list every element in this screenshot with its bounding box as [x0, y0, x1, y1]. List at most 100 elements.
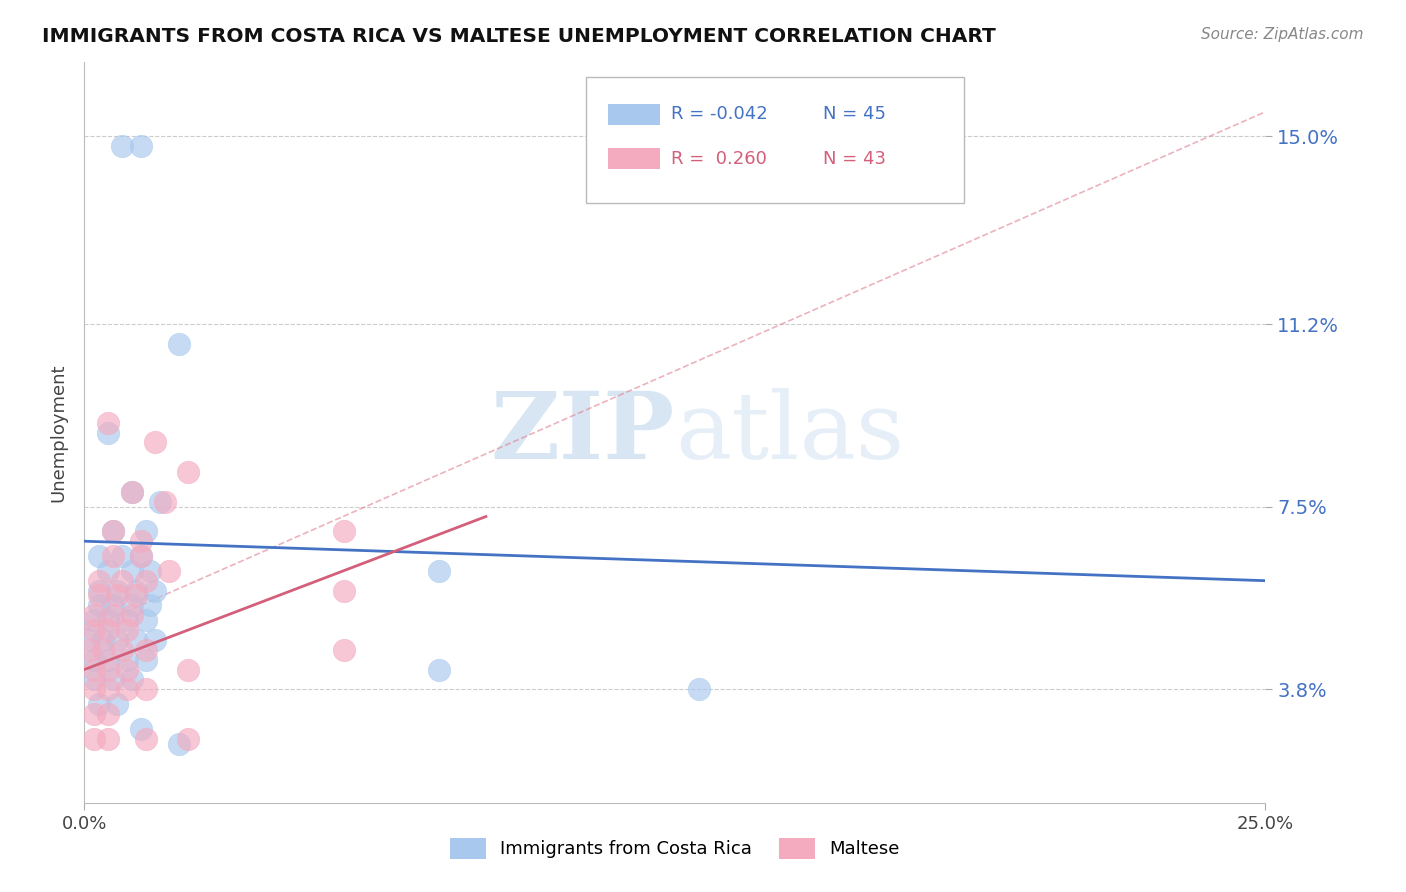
Point	[101, 673, 124, 687]
Point	[87, 583, 110, 598]
Point	[87, 697, 110, 711]
Point	[333, 642, 356, 657]
Point	[87, 589, 110, 603]
Point	[97, 663, 120, 677]
FancyBboxPatch shape	[607, 148, 659, 169]
Point	[143, 632, 166, 647]
Point	[427, 663, 450, 677]
Point	[121, 599, 143, 613]
Point	[87, 599, 110, 613]
Point	[111, 574, 134, 588]
Point	[139, 599, 162, 613]
Point	[115, 663, 138, 677]
Point	[333, 583, 356, 598]
Point	[129, 534, 152, 549]
Text: R = -0.042: R = -0.042	[671, 105, 768, 123]
Point	[129, 549, 152, 563]
Point	[135, 524, 157, 539]
Text: atlas: atlas	[675, 388, 904, 477]
Point	[157, 564, 180, 578]
Point	[83, 731, 105, 746]
Point	[107, 583, 129, 598]
FancyBboxPatch shape	[586, 78, 965, 203]
Point	[167, 336, 190, 351]
Point	[107, 697, 129, 711]
Point	[101, 524, 124, 539]
Point	[149, 494, 172, 508]
Text: IMMIGRANTS FROM COSTA RICA VS MALTESE UNEMPLOYMENT CORRELATION CHART: IMMIGRANTS FROM COSTA RICA VS MALTESE UN…	[42, 27, 995, 45]
Point	[135, 642, 157, 657]
Point	[97, 425, 120, 440]
Point	[125, 632, 148, 647]
Point	[115, 613, 138, 627]
Point	[83, 682, 105, 697]
Legend: Immigrants from Costa Rica, Maltese: Immigrants from Costa Rica, Maltese	[440, 829, 910, 868]
Point	[101, 608, 124, 623]
Text: Source: ZipAtlas.com: Source: ZipAtlas.com	[1201, 27, 1364, 42]
Point	[83, 653, 105, 667]
Point	[153, 494, 176, 508]
Point	[97, 706, 120, 721]
Point	[111, 549, 134, 563]
Point	[115, 653, 138, 667]
Point	[91, 632, 114, 647]
Point	[177, 731, 200, 746]
Point	[167, 737, 190, 751]
Point	[97, 564, 120, 578]
Point	[107, 632, 129, 647]
Point	[87, 549, 110, 563]
Point	[115, 623, 138, 637]
FancyBboxPatch shape	[607, 103, 659, 125]
Point	[101, 599, 124, 613]
Point	[97, 653, 120, 667]
Point	[143, 435, 166, 450]
Point	[97, 731, 120, 746]
Point	[97, 416, 120, 430]
Point	[125, 583, 148, 598]
Point	[121, 484, 143, 499]
Point	[143, 583, 166, 598]
Point	[135, 653, 157, 667]
Point	[83, 673, 105, 687]
Point	[91, 642, 114, 657]
Point	[83, 608, 105, 623]
Point	[77, 642, 100, 657]
Point	[77, 632, 100, 647]
Point	[129, 139, 152, 153]
Point	[177, 465, 200, 479]
Point	[129, 549, 152, 563]
Point	[139, 564, 162, 578]
Point	[111, 642, 134, 657]
Point	[121, 608, 143, 623]
Text: R =  0.260: R = 0.260	[671, 150, 768, 168]
Text: N = 45: N = 45	[823, 105, 886, 123]
Point	[129, 722, 152, 736]
Point	[115, 682, 138, 697]
Point	[135, 574, 157, 588]
Point	[83, 613, 105, 627]
Point	[688, 682, 710, 697]
Point	[111, 139, 134, 153]
Point	[97, 623, 120, 637]
Point	[135, 613, 157, 627]
Point	[101, 524, 124, 539]
Point	[87, 574, 110, 588]
Point	[121, 564, 143, 578]
Point	[135, 731, 157, 746]
Point	[83, 663, 105, 677]
Point	[333, 524, 356, 539]
Text: ZIP: ZIP	[491, 388, 675, 477]
Point	[83, 706, 105, 721]
Point	[97, 682, 120, 697]
Point	[101, 549, 124, 563]
Text: N = 43: N = 43	[823, 150, 886, 168]
Point	[135, 682, 157, 697]
Point	[107, 589, 129, 603]
Point	[121, 484, 143, 499]
Point	[177, 663, 200, 677]
Point	[427, 564, 450, 578]
Point	[121, 673, 143, 687]
Point	[125, 589, 148, 603]
Y-axis label: Unemployment: Unemployment	[49, 363, 67, 502]
Point	[97, 613, 120, 627]
